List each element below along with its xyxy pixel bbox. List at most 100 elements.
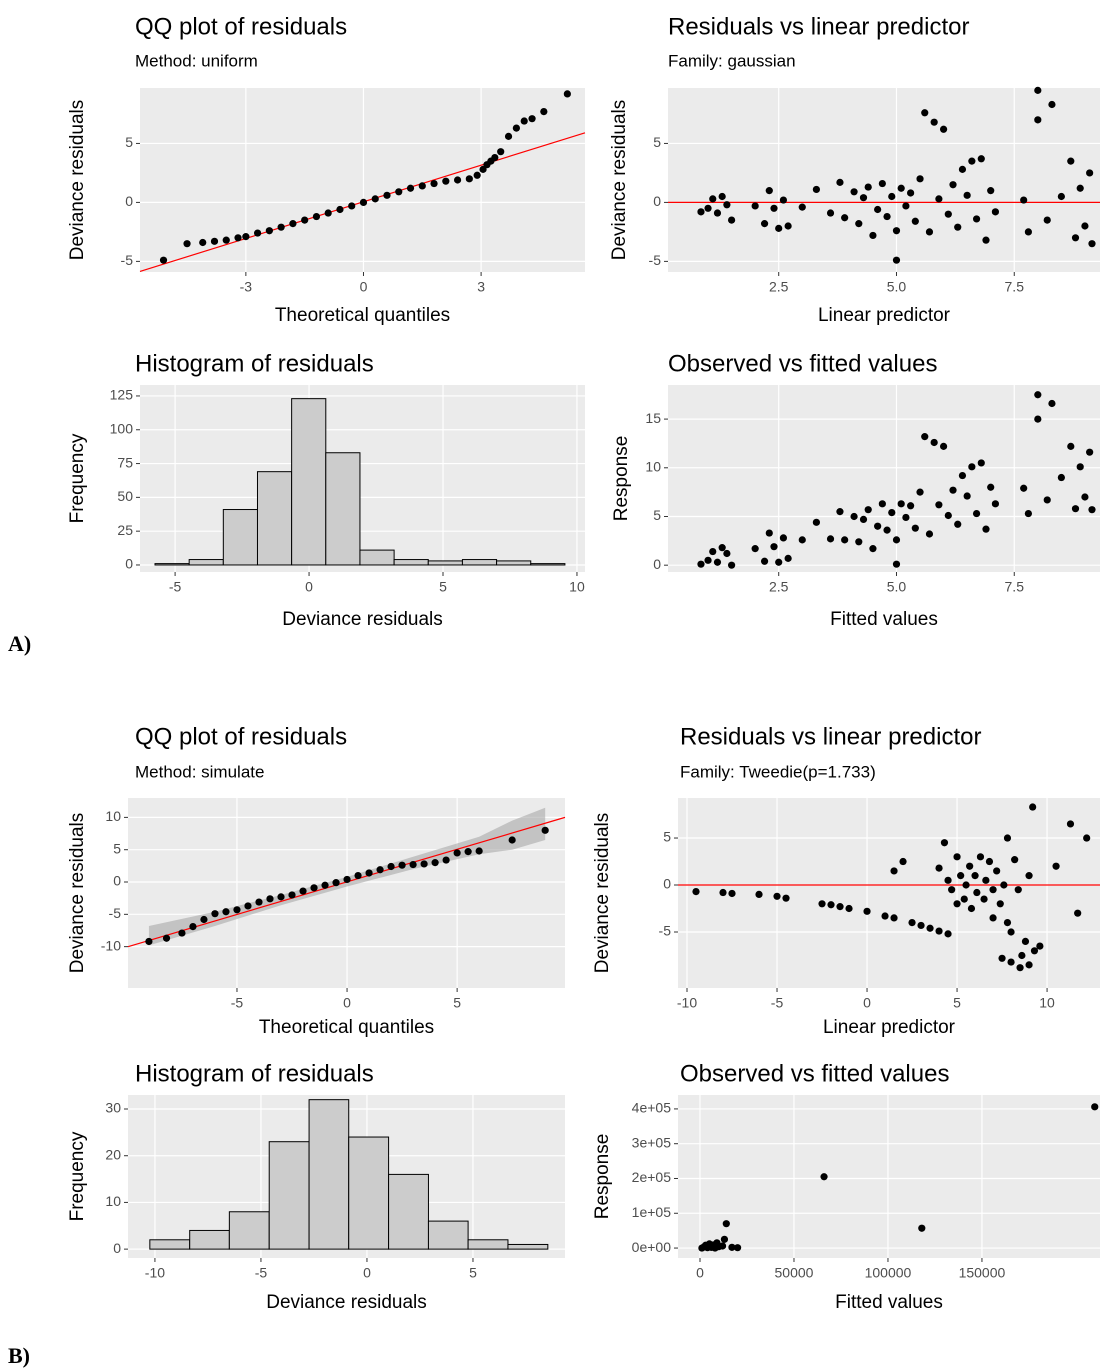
x-tick-label: 5.0: [887, 279, 907, 295]
point: [431, 859, 439, 867]
point: [1036, 942, 1044, 950]
y-tick-label: -5: [649, 252, 662, 268]
point: [1020, 484, 1028, 492]
point: [512, 124, 520, 132]
point: [1048, 100, 1056, 109]
bar: [393, 559, 429, 566]
x-tick-label: 5: [469, 1265, 477, 1281]
x-tick-label: 5: [453, 995, 461, 1011]
point: [301, 216, 309, 224]
bar: [154, 563, 190, 566]
point: [980, 895, 988, 903]
point: [697, 560, 705, 568]
point: [1018, 951, 1026, 960]
point: [897, 500, 905, 508]
chart-title: Residuals vs linear predictor: [668, 13, 969, 40]
point: [1024, 228, 1032, 236]
x-tick-label: 0: [343, 995, 351, 1011]
point: [820, 1173, 828, 1181]
point: [878, 500, 886, 508]
point: [798, 203, 806, 211]
point: [996, 900, 1004, 908]
point: [395, 188, 403, 196]
point: [1067, 157, 1075, 165]
point: [324, 209, 332, 217]
point: [1003, 834, 1012, 842]
point: [953, 900, 961, 908]
y-axis-label: Frequency: [67, 1131, 88, 1221]
point: [733, 1244, 742, 1252]
bar: [427, 1220, 469, 1250]
point: [960, 895, 968, 903]
point: [697, 208, 705, 216]
point: [541, 826, 549, 834]
point: [869, 545, 877, 553]
bar: [149, 1239, 191, 1250]
point: [985, 857, 994, 866]
point: [935, 927, 943, 935]
y-tick-label: 5: [663, 829, 671, 845]
chart-title: QQ plot of residuals: [135, 723, 347, 750]
x-tick-label: 2.5: [769, 279, 789, 295]
point: [497, 148, 505, 156]
x-tick-label: 5.0: [887, 579, 907, 595]
point: [376, 866, 384, 874]
point: [779, 534, 788, 542]
chart-title: Residuals vs linear predictor: [680, 723, 981, 750]
point: [935, 501, 943, 509]
point: [723, 549, 731, 558]
point: [855, 220, 863, 228]
point: [878, 179, 886, 188]
point: [982, 525, 990, 533]
point: [812, 185, 820, 194]
point: [944, 511, 952, 520]
point: [935, 195, 943, 203]
point: [925, 228, 934, 236]
point: [976, 853, 985, 861]
point: [859, 515, 868, 524]
point: [751, 202, 759, 210]
point: [1076, 463, 1084, 471]
point: [1074, 909, 1082, 917]
point: [907, 189, 915, 197]
point: [692, 887, 700, 896]
y-tick-label: 5: [125, 134, 133, 150]
bar: [507, 1243, 549, 1250]
y-tick-label: 20: [105, 1146, 121, 1162]
point: [718, 544, 726, 552]
point: [1011, 856, 1019, 864]
point: [926, 924, 934, 932]
point: [1034, 86, 1042, 94]
x-tick-label: -5: [231, 995, 244, 1011]
point: [728, 1243, 736, 1251]
point: [1081, 222, 1089, 230]
point: [954, 223, 962, 231]
point: [1043, 216, 1051, 224]
bar: [530, 563, 566, 566]
point: [940, 839, 949, 847]
point: [775, 558, 783, 566]
point: [473, 171, 481, 179]
point: [883, 212, 891, 221]
point: [948, 886, 956, 894]
point: [1057, 192, 1065, 201]
y-tick-label: -10: [101, 937, 121, 953]
point: [892, 560, 901, 568]
point: [222, 908, 230, 916]
point: [1048, 399, 1056, 408]
point: [1000, 881, 1008, 889]
chart-subtitle: Family: gaussian: [668, 51, 796, 70]
point: [277, 893, 285, 901]
point: [855, 538, 863, 546]
point: [365, 869, 373, 877]
point: [430, 179, 438, 188]
point: [836, 903, 844, 911]
point: [178, 929, 186, 937]
point: [383, 191, 391, 199]
y-tick-label: 5: [653, 507, 661, 523]
point: [925, 530, 934, 538]
point: [939, 442, 948, 450]
x-axis-label: Fitted values: [830, 609, 938, 630]
point: [944, 876, 952, 884]
y-tick-label: 0: [663, 876, 671, 892]
